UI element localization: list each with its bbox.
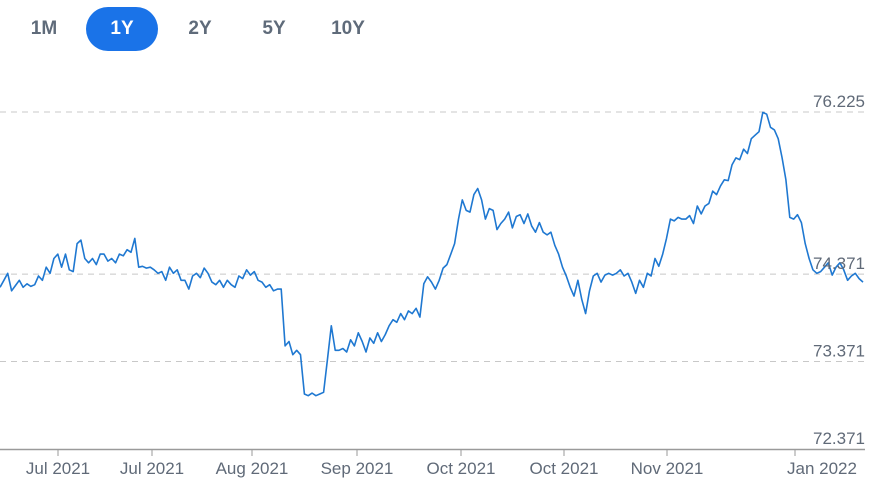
x-tick-label: Oct 2021 [530,459,599,478]
series-line [0,111,864,397]
x-tick-label: Sep 2021 [321,459,394,478]
y-tick-label: 76.225 [813,92,865,111]
range-tab-2y[interactable]: 2Y [188,18,212,39]
x-tick-label: Jan 2022 [787,459,857,478]
x-axis-labels: Jul 2021 Jul 2021 Aug 2021 Sep 2021 Oct 2021… [26,459,857,478]
x-tick-label: Jul 2021 [26,459,90,478]
x-tick-label: Aug 2021 [216,459,289,478]
y-tick-label: 73.371 [813,342,865,361]
x-tick-label: Oct 2021 [427,459,496,478]
y-axis-labels: 76.225 74.371 73.371 72.371 [813,92,865,448]
x-tick-label: Jul 2021 [120,459,184,478]
range-tab-1m[interactable]: 1M [30,18,58,39]
range-tab-1y[interactable]: 1Y [86,7,158,51]
y-tick-label: 72.371 [813,429,865,448]
range-tab-10y[interactable]: 10Y [331,18,365,39]
range-tab-5y[interactable]: 5Y [262,18,286,39]
grid-lines [0,111,865,363]
x-tick-label: Nov 2021 [631,459,704,478]
x-ticks [57,449,796,456]
y-tick-label: 74.371 [813,254,865,273]
range-tabs: 1M 1Y 2Y 5Y 10Y [12,7,390,51]
